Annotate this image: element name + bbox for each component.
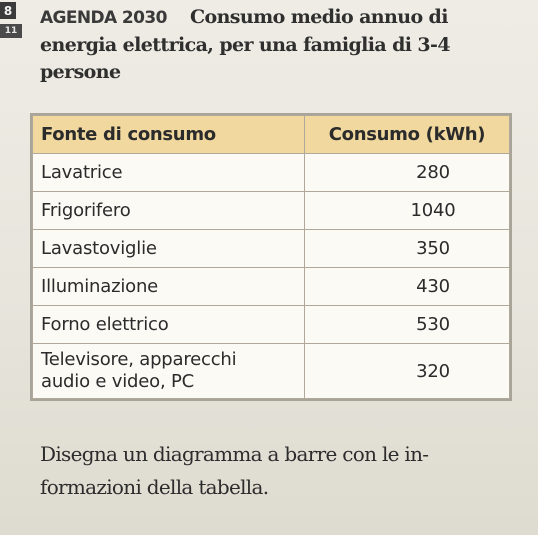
cell-source: Televisore, apparecchi audio e video, PC [32,343,305,399]
column-header-consumption: Consumo (kWh) [304,115,510,154]
cell-source: Frigorifero [32,191,305,230]
instruction-line-2: formazioni della tabella. [40,475,269,499]
instruction-line-1: Disegna un diagramma a barre con le in- [40,442,429,466]
cell-value: 350 [304,229,510,268]
cell-value: 430 [304,267,510,306]
exercise-marker: 8 11 [0,0,30,42]
table-header-row: Fonte di consumo Consumo (kWh) [32,115,510,154]
table-row: Frigorifero 1040 [32,191,510,230]
title-line-3: persone [40,61,121,83]
title-line-1: Consumo medio annuo di [190,6,448,28]
data-table: Fonte di consumo Consumo (kWh) Lavatrice… [32,115,510,399]
cell-source: Illuminazione [32,267,305,306]
title-line-2: energia elettrica, per una famiglia di 3… [40,34,451,56]
cell-source: Lavatrice [32,153,305,192]
cell-value: 1040 [304,191,510,230]
table-row: Illuminazione 430 [32,267,510,306]
sdg-goal-icon: 11 [0,24,22,38]
cell-value: 320 [304,343,510,399]
table-row: Lavastoviglie 350 [32,229,510,268]
cell-source-line-1: Televisore, apparecchi [41,349,237,370]
cell-value: 280 [304,153,510,192]
agenda-label: AGENDA 2030 [40,8,167,28]
exercise-instruction: Disegna un diagramma a barre con le in- … [40,438,510,504]
consumption-table: Fonte di consumo Consumo (kWh) Lavatrice… [30,113,512,401]
table-row: Lavatrice 280 [32,153,510,192]
table-row: Forno elettrico 530 [32,305,510,344]
cell-source: Forno elettrico [32,305,305,344]
column-header-source: Fonte di consumo [32,115,305,154]
exercise-title: AGENDA 2030 Consumo medio annuo di energi… [40,4,510,86]
cell-value: 530 [304,305,510,344]
cell-source: Lavastoviglie [32,229,305,268]
number-badge-icon: 8 [0,2,16,19]
cell-source-line-2: audio e video, PC [41,371,195,392]
table-row: Televisore, apparecchi audio e video, PC… [32,343,510,399]
